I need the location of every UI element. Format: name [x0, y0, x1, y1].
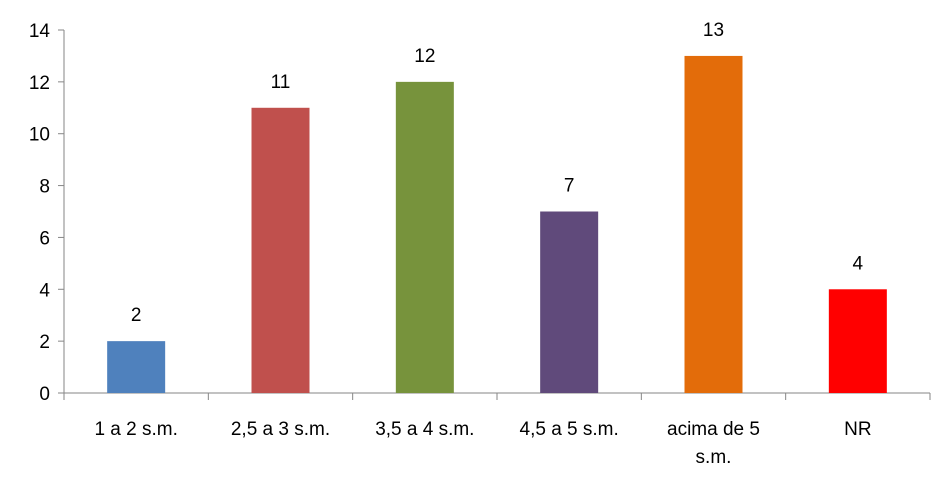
x-tick-label-line: 3,5 a 4 s.m.: [375, 419, 474, 440]
y-tick-label: 12: [29, 73, 50, 94]
data-label: 13: [703, 20, 724, 41]
y-tick-label: 2: [39, 332, 50, 353]
x-tick-label-line: 1 a 2 s.m.: [94, 419, 177, 440]
y-tick-label: 0: [39, 384, 50, 405]
data-label: 4: [853, 253, 864, 274]
bars: [107, 55, 887, 394]
data-label: 12: [414, 46, 435, 67]
x-tick-label-line: s.m.: [696, 447, 732, 468]
x-tick-label: 2,5 a 3 s.m.: [231, 419, 330, 440]
y-tick-label: 6: [39, 228, 50, 249]
data-labels: 2 11 12 7 13 4: [131, 20, 864, 326]
bar: [395, 81, 454, 393]
x-tick-label: 3,5 a 4 s.m.: [375, 419, 474, 440]
y-tick-label: 8: [39, 177, 50, 198]
x-tick-label-line: 2,5 a 3 s.m.: [231, 419, 330, 440]
bar: [684, 55, 743, 394]
data-label: 7: [564, 176, 575, 197]
bar: [828, 289, 887, 393]
x-tick-label: acima de 5 s.m.: [667, 419, 760, 468]
y-tick-label: 10: [29, 125, 50, 146]
x-tick-label-line: NR: [844, 419, 871, 440]
x-tick-label-line: 4,5 a 5 s.m.: [520, 419, 619, 440]
bar: [540, 211, 599, 393]
x-tick-label: 1 a 2 s.m.: [94, 419, 177, 440]
data-label: 11: [271, 72, 291, 93]
bar: [251, 107, 310, 394]
x-tick-label-line: acima de 5: [667, 419, 760, 440]
y-tick-label: 14: [29, 21, 51, 42]
x-tick-label: 4,5 a 5 s.m.: [520, 419, 619, 440]
x-tick-label: NR: [844, 419, 871, 440]
data-label: 2: [131, 305, 142, 326]
y-tick-label: 4: [39, 280, 50, 301]
bar: [107, 341, 166, 393]
axes: 0 2 4 6 8 10 12 14 1 a 2 s.m. 2,5 a 3 s.m. 3,5 a 4…: [29, 21, 931, 468]
